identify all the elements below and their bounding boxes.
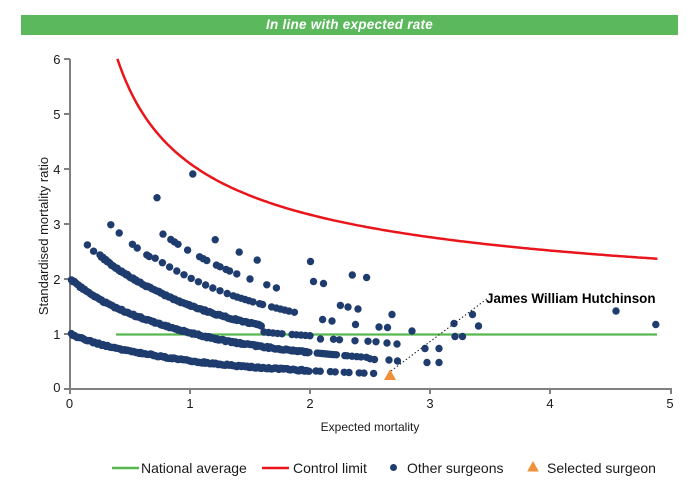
svg-text:Control limit: Control limit	[293, 460, 367, 476]
svg-text:4: 4	[53, 162, 60, 177]
svg-text:Standardised mortality ratio: Standardised mortality ratio	[36, 157, 51, 315]
svg-text:0: 0	[66, 396, 73, 411]
svg-text:2: 2	[53, 272, 60, 287]
svg-text:1: 1	[53, 327, 60, 342]
svg-text:2: 2	[306, 396, 313, 411]
svg-text:Selected surgeon: Selected surgeon	[547, 460, 656, 476]
svg-text:5: 5	[53, 107, 60, 122]
svg-text:James William Hutchinson: James William Hutchinson	[486, 291, 656, 306]
svg-text:0: 0	[53, 380, 60, 395]
svg-text:6: 6	[53, 52, 60, 67]
svg-text:1: 1	[186, 396, 193, 411]
svg-text:Other surgeons: Other surgeons	[407, 460, 504, 476]
svg-text:5: 5	[666, 396, 673, 411]
svg-text:National average: National average	[141, 460, 247, 476]
svg-text:3: 3	[53, 217, 60, 232]
svg-text:4: 4	[546, 396, 553, 411]
svg-text:3: 3	[426, 396, 433, 411]
svg-text:Expected mortality: Expected mortality	[321, 420, 420, 434]
